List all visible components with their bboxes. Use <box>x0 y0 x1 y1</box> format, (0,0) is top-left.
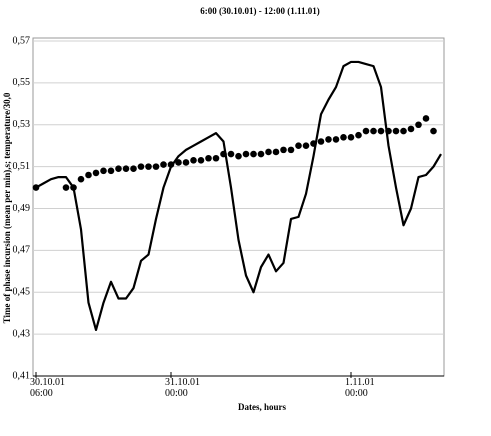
data-point <box>385 127 392 135</box>
data-point <box>287 146 295 154</box>
x-tick-label: 31.10.01 00:00 <box>165 377 200 399</box>
data-point <box>235 152 242 160</box>
data-point <box>160 161 167 168</box>
y-tick-label: 0,55 <box>13 77 31 88</box>
data-point <box>175 159 182 166</box>
data-point <box>430 127 437 135</box>
x-tick-label: 1.11.01 00:00 <box>345 377 375 399</box>
data-point <box>92 169 100 177</box>
data-point <box>145 163 152 170</box>
data-point <box>77 175 85 183</box>
data-point <box>190 157 197 164</box>
data-point <box>212 154 220 162</box>
data-point <box>295 142 302 149</box>
data-point <box>370 127 377 135</box>
data-point <box>407 125 415 133</box>
y-tick-label: 0,51 <box>13 161 31 172</box>
data-point <box>355 131 362 139</box>
y-tick-label: 0,41 <box>13 370 31 381</box>
x-axis-label: Dates, hours <box>238 402 286 412</box>
data-point <box>70 184 77 191</box>
x-tick-label: 30.10.01 06:00 <box>30 377 65 399</box>
data-point <box>377 127 385 135</box>
data-point <box>347 134 355 141</box>
data-point <box>340 134 347 141</box>
data-point <box>122 165 130 173</box>
data-point <box>415 121 422 129</box>
chart-title: 6:00 (30.10.01) - 12:00 (1.11.01) <box>200 6 319 16</box>
data-point <box>310 140 317 147</box>
y-tick-label: 0,49 <box>13 203 31 214</box>
data-point <box>302 142 310 149</box>
data-point <box>100 167 107 175</box>
data-point <box>205 154 212 162</box>
data-point <box>265 148 272 156</box>
data-point <box>167 161 175 168</box>
data-point <box>325 136 332 143</box>
data-point <box>115 165 122 173</box>
data-point <box>250 150 257 158</box>
data-point <box>422 115 430 122</box>
y-tick-label: 0,45 <box>13 287 31 298</box>
data-point <box>107 167 115 175</box>
data-point <box>317 138 325 145</box>
y-tick-label: 0,57 <box>13 35 31 46</box>
data-point <box>85 171 92 179</box>
data-line <box>35 60 442 332</box>
data-point <box>32 184 40 191</box>
data-point <box>332 136 340 143</box>
data-point <box>130 165 137 173</box>
data-point <box>257 150 265 158</box>
y-axis-label: Time of phase incursion (mean per min),s… <box>2 92 12 323</box>
data-point <box>182 159 190 166</box>
data-point <box>400 127 407 135</box>
data-point <box>62 184 70 191</box>
y-tick-label: 0,43 <box>13 328 31 339</box>
data-point <box>197 157 205 164</box>
data-point <box>392 127 400 135</box>
data-point <box>220 150 227 158</box>
data-point <box>280 146 287 154</box>
y-tick-label: 0,47 <box>13 245 31 256</box>
data-point <box>362 127 370 135</box>
y-tick-label: 0,53 <box>13 119 31 130</box>
data-point <box>137 163 145 170</box>
data-point <box>227 150 235 158</box>
data-point <box>242 150 250 158</box>
data-point <box>152 163 160 170</box>
data-point <box>272 148 280 156</box>
